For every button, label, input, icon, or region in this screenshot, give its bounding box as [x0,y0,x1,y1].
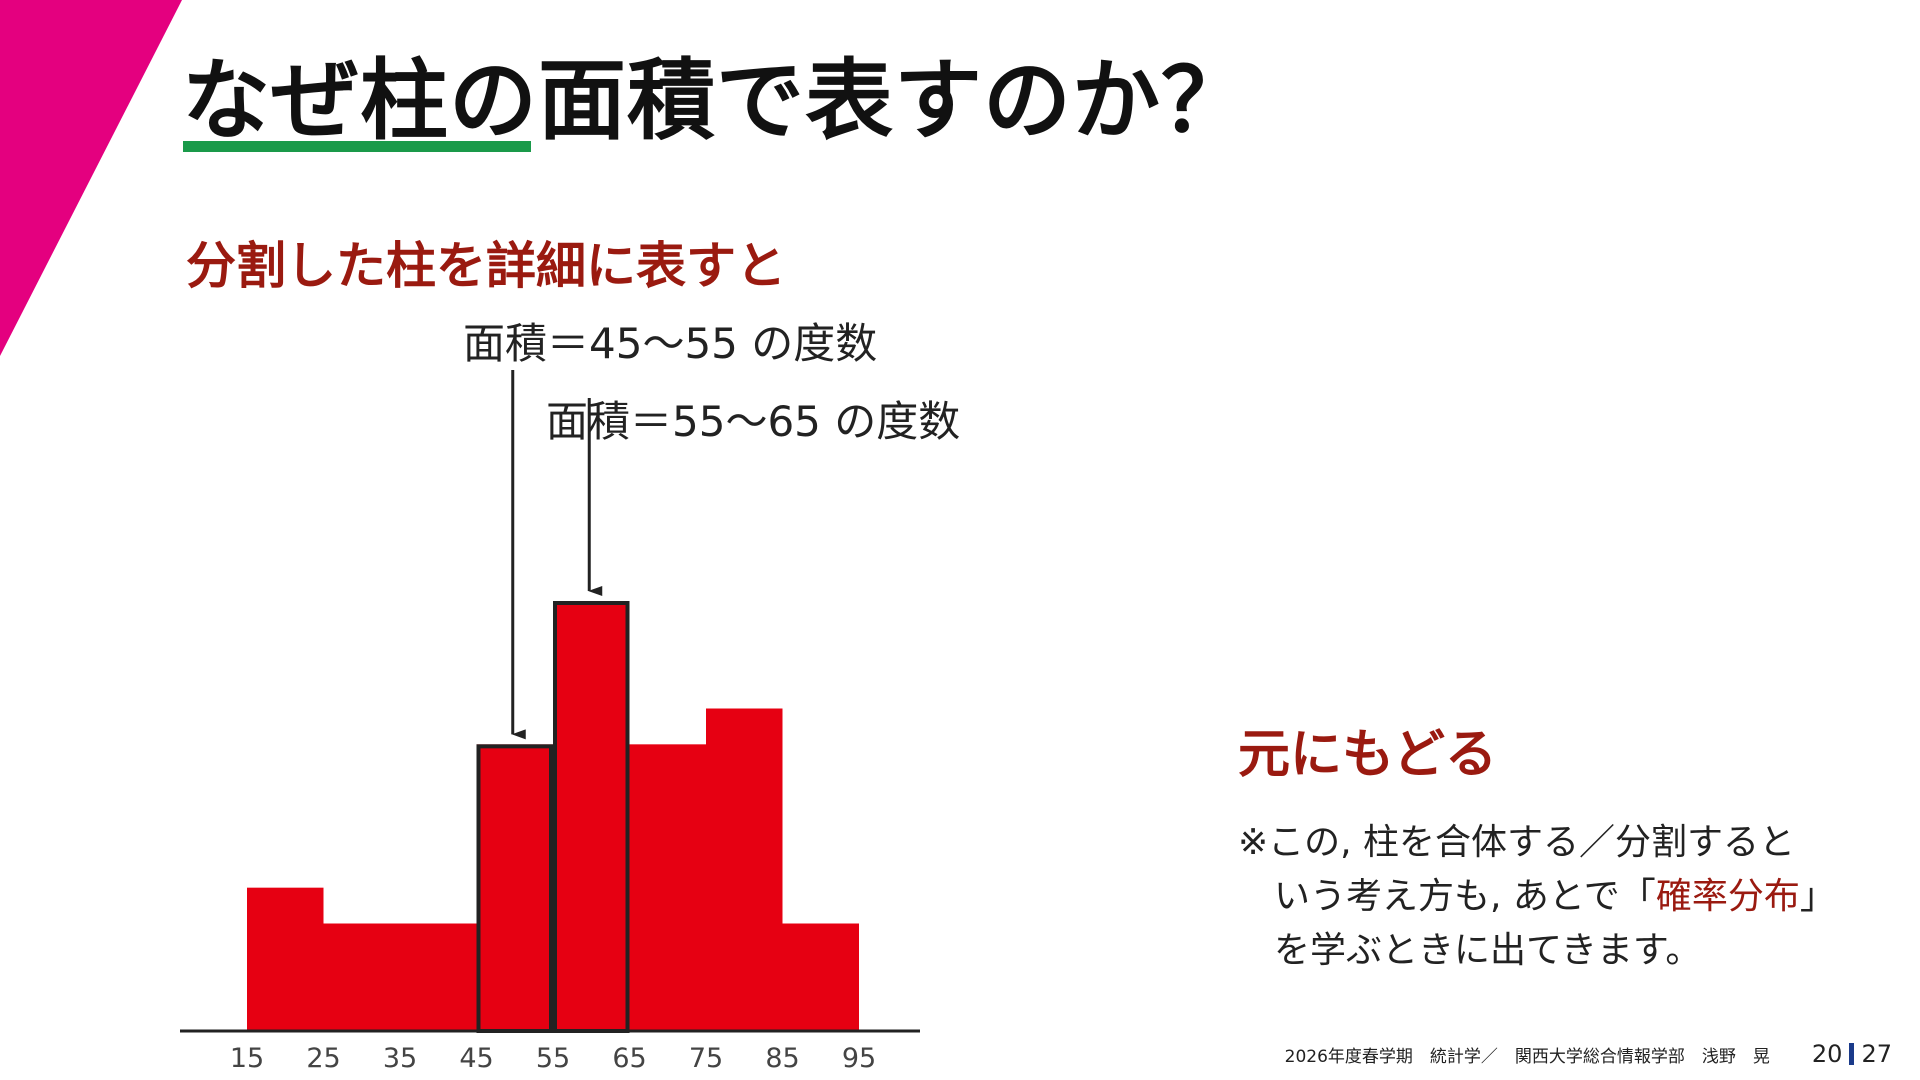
title-underline [183,141,531,152]
note-highlight-term: 確率分布 [1655,876,1800,917]
histogram-chart: 15 25 35 45 55 65 75 85 95 [180,370,920,1070]
x-tick-label-25: 25 [306,1043,340,1070]
page-separator [1849,1043,1855,1065]
note-line-2-post: 」 [1799,876,1836,917]
footer-course-info: 2026年度春学期 統計学／ 関西大学総合情報学部 浅野 晃 [1284,1046,1770,1067]
annotation-45-55: 面積＝45～55 の度数 [463,319,878,368]
annotation-55-65: 面積＝55～65 の度数 [546,397,961,446]
note-line-3: を学ぶときに出てきます。 [1274,930,1702,971]
conclusion-heading: 元にもどる [1238,725,1497,785]
x-tick-label-65: 65 [612,1043,646,1070]
histogram-bar-15-25 [247,887,324,1031]
histogram-bar-65-75 [629,744,706,1031]
histogram-bar-45-55 [476,744,553,1031]
histogram-bar-75-85 [706,708,783,1031]
page-current: 20 [1811,1040,1843,1068]
x-tick-label-45: 45 [459,1043,493,1070]
x-tick-label-15: 15 [230,1043,264,1070]
note-line-2: いう考え方も, あとで「確率分布」 [1238,870,1836,924]
page-indicator: 20 27 [1812,1040,1892,1068]
note-line-2-pre: いう考え方も, あとで「 [1274,876,1656,917]
corner-accent-shape [0,0,182,356]
x-tick-label-75: 75 [689,1043,723,1070]
x-tick-label-85: 85 [765,1043,799,1070]
histogram-bar-55-65 [553,601,630,1031]
histogram-bar-85-95 [782,923,859,1031]
note-text: ※この, 柱を合体する／分割すると いう考え方も, あとで「確率分布」 を学ぶと… [1238,816,1836,978]
footer: 2026年度春学期 統計学／ 関西大学総合情報学部 浅野 晃 20 27 [1285,1040,1892,1068]
slide-title: なぜ柱の面積で表すのか？ [182,49,1251,152]
page-total: 27 [1861,1040,1892,1068]
slide-subtitle: 分割した柱を詳細に表すと [186,237,786,295]
histogram-bar-25-45 [323,923,477,1031]
x-tick-label-55: 55 [536,1043,570,1070]
note-line-1: ※この, 柱を合体する／分割すると [1238,822,1796,863]
x-tick-label-35: 35 [383,1043,417,1070]
x-tick-label-95: 95 [842,1043,876,1070]
